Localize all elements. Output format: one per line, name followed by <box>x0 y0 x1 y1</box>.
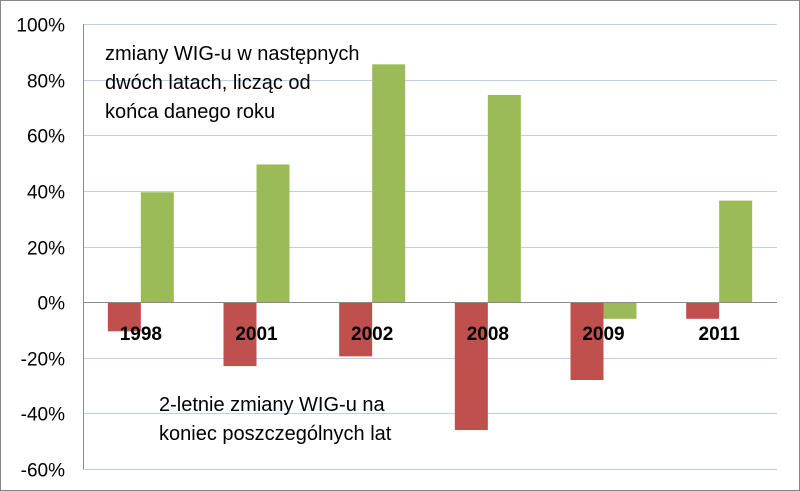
category-label: 2009 <box>582 324 624 345</box>
bar-s2-1998 <box>140 192 174 303</box>
grid-layer <box>83 24 777 470</box>
bar-s1-2011 <box>686 302 720 319</box>
bar-s2-2011 <box>719 200 753 303</box>
bar-s2-2001 <box>256 164 290 303</box>
category-label: 2011 <box>699 324 741 345</box>
annotation-line: końca danego roku <box>105 101 275 123</box>
y-tick-label: -40% <box>21 405 65 426</box>
bar-s1-2001 <box>223 302 257 367</box>
bar-s2-2008 <box>487 94 521 303</box>
y-tick-label: 60% <box>27 127 65 148</box>
y-tick-label: 100% <box>16 16 65 37</box>
bar-s1-2008 <box>454 302 488 431</box>
y-tick-label: 0% <box>38 294 66 315</box>
bar-s1-2009 <box>570 302 604 380</box>
annotation-line: 2-letnie zmiany WIG-u na <box>159 394 386 416</box>
bars-layer <box>83 64 777 431</box>
category-label: 2001 <box>235 324 278 345</box>
category-label: 2008 <box>467 324 509 345</box>
text-layer: 100% 80% 60% 40% 20% 0% -20% -40% -60% 1998 2001 20… <box>16 16 740 482</box>
annotation-line: dwóch latach, licząc od <box>105 72 311 94</box>
bar-s1-2002 <box>339 302 373 357</box>
category-label: 1998 <box>120 324 162 345</box>
annotation-text: zmiany WIG-u w następnych dwóch latach, l… <box>105 43 360 123</box>
y-tick-label: -20% <box>21 350 65 371</box>
annotation-line: koniec poszczególnych lat <box>159 423 392 445</box>
y-tick-label: 20% <box>27 239 65 260</box>
category-label: 2002 <box>351 324 393 345</box>
y-tick-label: -60% <box>21 461 65 482</box>
y-tick-label: 80% <box>27 72 65 93</box>
bar-s1-1998 <box>107 302 141 332</box>
bar-s2-2009 <box>603 302 637 319</box>
annotation-line: zmiany WIG-u w następnych <box>105 43 360 65</box>
bar-s2-2002 <box>372 64 406 303</box>
y-tick-label: 40% <box>27 183 65 204</box>
annotation-text: 2-letnie zmiany WIG-u na koniec poszczegó… <box>159 394 392 445</box>
